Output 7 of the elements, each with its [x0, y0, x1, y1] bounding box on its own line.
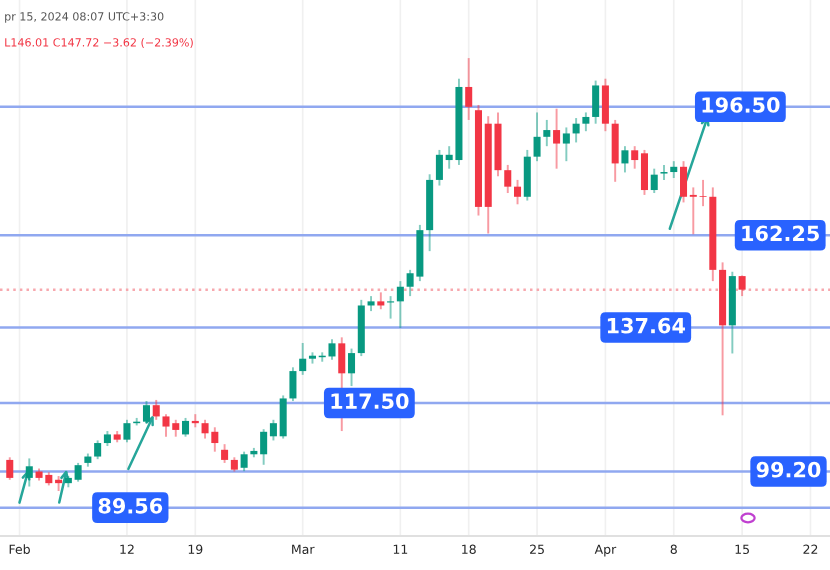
candlestick — [660, 163, 668, 181]
ref-line-label: 137.64 — [607, 317, 685, 334]
ref-line-label: 99.20 — [756, 461, 821, 478]
ref-line-label: 196.50 — [702, 97, 780, 113]
ref-line-label: 117.50 — [331, 393, 409, 409]
ref-line-label: 162.25 — [742, 225, 819, 242]
ref-line-label: 89.56 — [98, 497, 163, 514]
